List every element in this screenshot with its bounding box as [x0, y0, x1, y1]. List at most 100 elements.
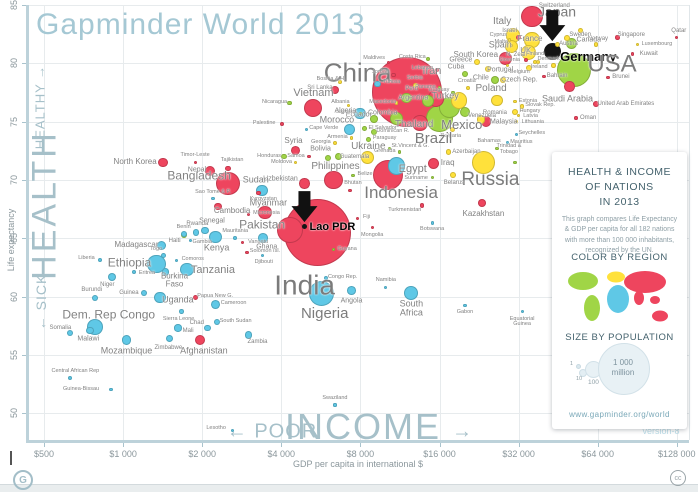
bubble-morocco[interactable] — [344, 124, 356, 136]
bubble-bhutan[interactable] — [348, 188, 352, 192]
bubble-argentina[interactable] — [422, 94, 435, 107]
bubble-angola[interactable] — [347, 286, 356, 296]
bubble-chad[interactable] — [204, 324, 212, 332]
bubble-samoa[interactable] — [307, 154, 311, 159]
bubble-greece[interactable] — [473, 58, 481, 66]
bubble-pakistan[interactable] — [277, 217, 303, 243]
bubble-ireland[interactable] — [536, 60, 541, 65]
bubble-israel[interactable] — [515, 34, 522, 41]
bubble-tajikistan[interactable] — [225, 165, 231, 171]
bubble-poland[interactable] — [491, 94, 503, 107]
bubble-moldova[interactable] — [293, 160, 298, 165]
bubble-mauritius[interactable] — [505, 140, 509, 145]
bubble-panama[interactable] — [437, 85, 442, 90]
bubble-luxembourg[interactable] — [636, 43, 640, 47]
bubble-central-african-rep[interactable] — [68, 376, 73, 381]
bubble-uruguay[interactable] — [451, 90, 455, 95]
bubble-ghana[interactable] — [257, 233, 268, 244]
bubble-chile[interactable] — [490, 75, 499, 84]
bubble-timor-leste[interactable] — [193, 160, 197, 164]
bubble-south-africa[interactable] — [404, 286, 419, 300]
bubble-syria[interactable] — [291, 146, 300, 156]
bubble-turkmenistan[interactable] — [419, 203, 424, 208]
bubble-austria[interactable] — [554, 41, 561, 48]
bubble-sierra-leone[interactable] — [179, 309, 184, 315]
bubble-n-zeal[interactable] — [523, 57, 528, 62]
bubble-canada[interactable] — [566, 37, 578, 50]
bubble-iraq[interactable] — [428, 158, 440, 170]
bubble-cape-verde[interactable] — [305, 128, 309, 132]
bubble-kyrgyzstan[interactable] — [256, 190, 261, 195]
bubble-st-vincent-g[interactable] — [387, 146, 391, 150]
bubble-lebanon[interactable] — [435, 68, 440, 73]
bubble-nepal[interactable] — [204, 165, 215, 176]
bubble-vanuatu[interactable] — [240, 241, 244, 245]
bubble-nicaragua[interactable] — [287, 100, 292, 106]
bubble-hungary[interactable] — [511, 109, 518, 116]
bubble-afghanistan[interactable] — [194, 334, 206, 345]
bubble-somalia[interactable] — [67, 329, 74, 336]
bubble-mozambique[interactable] — [121, 334, 132, 345]
bubble-fiji[interactable] — [355, 216, 360, 220]
bubble-north-korea[interactable] — [158, 157, 168, 168]
bubble-rwanda[interactable] — [193, 229, 200, 236]
bubble-equatorial-guinea[interactable] — [520, 310, 524, 314]
bubble-norway[interactable] — [593, 42, 598, 47]
bubble-bahrain[interactable] — [542, 74, 546, 78]
bubble-brunei[interactable] — [606, 75, 610, 79]
bubble-madagascar[interactable] — [156, 240, 167, 250]
bubble-burkina-faso[interactable] — [161, 268, 170, 276]
bubble-germany[interactable] — [543, 43, 561, 61]
bubble-eritrea[interactable] — [131, 269, 137, 275]
bubble-dominican-r[interactable] — [370, 129, 377, 136]
gapminder-url[interactable]: www.gapminder.org/world — [569, 410, 670, 419]
bubble-togo[interactable] — [160, 253, 166, 259]
bubble-mali[interactable] — [174, 324, 182, 332]
bubble-paraguay[interactable] — [366, 136, 372, 142]
bubble-croatia[interactable] — [465, 85, 470, 90]
bubble-lesotho[interactable] — [230, 429, 234, 433]
bubble-lithuania[interactable] — [515, 119, 519, 124]
bubble-sri-lanka[interactable] — [330, 85, 340, 95]
bubble-romania[interactable] — [476, 115, 486, 124]
bubble-namibia[interactable] — [384, 285, 388, 289]
bubble-macedonia[interactable] — [395, 101, 399, 105]
bubble-ukraine[interactable] — [360, 151, 374, 165]
bubble-bangladesh[interactable] — [216, 171, 240, 196]
bubble-comoros[interactable] — [175, 258, 179, 262]
bubble-czech-rep[interactable] — [500, 76, 507, 83]
bubble-guinea[interactable] — [140, 289, 148, 297]
bubble-colombia[interactable] — [390, 111, 404, 125]
bubble-georgia[interactable] — [332, 140, 337, 145]
bubble-bosnia-h[interactable] — [338, 80, 342, 84]
bubble-singapore[interactable] — [615, 35, 620, 40]
bubble-guyana[interactable] — [331, 248, 335, 252]
bubble-palestine[interactable] — [280, 121, 285, 126]
bubble-serbia[interactable] — [413, 82, 419, 88]
bubble-oman[interactable] — [574, 116, 578, 120]
bubble-cameroon[interactable] — [211, 300, 221, 310]
bubble-kenya[interactable] — [209, 230, 222, 244]
bubble-portugal[interactable] — [485, 66, 492, 73]
bubble-cuba[interactable] — [461, 70, 469, 77]
bubble-azerbaijan[interactable] — [445, 149, 452, 155]
bubble-peru[interactable] — [401, 93, 412, 104]
bubble-myanmar[interactable] — [258, 205, 273, 220]
bubble-guinea-bissau[interactable] — [109, 388, 113, 392]
bubble-burundi[interactable] — [91, 294, 98, 301]
bubble-solomon-isl[interactable] — [245, 250, 249, 254]
bubble-qatar[interactable] — [675, 36, 679, 40]
bubble-liberia[interactable] — [98, 258, 103, 263]
bubble-uganda[interactable] — [154, 291, 166, 304]
bubble-latvia[interactable] — [517, 114, 521, 118]
bubble-grenada[interactable] — [398, 150, 402, 154]
bubble-albania[interactable] — [346, 103, 350, 107]
bubble-el-salvador[interactable] — [362, 126, 367, 131]
bubble-kazakhstan[interactable] — [478, 199, 487, 208]
bubble-cambodia[interactable] — [214, 203, 222, 211]
bubble-senegal[interactable] — [201, 226, 209, 234]
bubble-botswana[interactable] — [430, 221, 434, 225]
bubble-congo-rep[interactable] — [323, 275, 328, 280]
bubble-bulgaria[interactable] — [450, 127, 456, 133]
bubble-sao-tome-p[interactable] — [211, 196, 215, 201]
